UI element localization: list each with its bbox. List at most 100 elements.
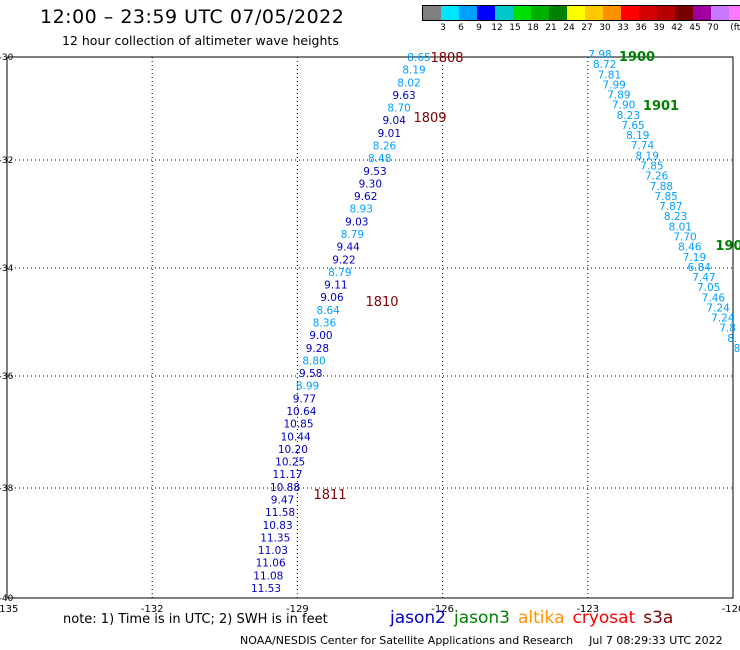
colorbar-label: 21 [545,23,557,33]
wave-height-value: 7.85 [654,191,677,203]
wave-height-value: 8.99 [296,381,319,393]
pass-time-label: 1809 [413,111,446,126]
pass-time-label: 1810 [365,295,398,310]
lon-label: -123 [576,604,599,615]
wave-height-value: 9.03 [345,216,368,228]
wave-height-value: 11.58 [265,507,295,519]
wave-height-value: 8.64 [316,305,340,317]
colorbar-label: 6 [458,23,464,33]
legend-jason2: jason2 [390,608,446,628]
lon-label: -135 [0,604,18,615]
legend-altika: altika [518,608,565,628]
wave-height-value: 10.44 [281,431,311,443]
legend-s3a: s3a [643,608,674,628]
wave-height-value: 7.90 [612,100,635,112]
wave-height-value: 10.88 [270,482,300,494]
colorbar-label: 24 [563,23,575,33]
wave-height-value: 7.26 [645,171,669,183]
wave-height-value: 9.77 [293,393,316,405]
colorbar-label: 18 [527,23,539,33]
wave-height-value: 11.06 [256,558,286,570]
wave-height-value: 7.99 [602,79,625,91]
credit-text: NOAA/NESDIS Center for Satellite Applica… [240,634,574,647]
wave-height-value: 8.65 [407,52,430,64]
wave-height-value: 9.28 [306,343,329,355]
colorbar-swatch [423,6,441,20]
colorbar-swatch [567,6,585,20]
wave-height-value: 9.04 [383,115,407,127]
wave-height-value: 8.19 [626,130,649,142]
colorbar-swatch [621,6,639,20]
wave-height-value: 9.58 [299,368,322,380]
wave-height-value: 7.47 [692,272,715,284]
wave-height-value: 7.87 [659,201,682,213]
wave-height-value: 7.74 [631,140,655,152]
lon-label: -132 [141,604,164,615]
wave-height-value: 7.05 [697,282,720,294]
wave-height-value: 9.11 [324,280,347,292]
wave-height-value: 7.65 [621,120,644,132]
colorbar-swatch [513,6,531,20]
wave-height-value: 8. [727,333,737,345]
map-frame [6,56,734,599]
colorbar-label: 36 [635,23,647,33]
wave-height-value: 9.00 [309,330,332,342]
colorbar-label: 3 [440,23,446,33]
lat-label: -30 [0,53,14,63]
wave-height-value: 8.79 [341,229,364,241]
wave-height-value: 8.19 [636,150,659,162]
wave-height-value: 9.06 [320,292,344,304]
wave-height-value: 9.63 [392,90,415,102]
colorbar-swatch [639,6,657,20]
wave-height-value: 8.72 [593,59,616,71]
colorbar-swatch [693,6,711,20]
colorbar-label: 39 [653,23,665,33]
wave-height-value: 9.62 [354,191,377,203]
wave-height-value: 7.46 [702,292,726,304]
lat-label: -32 [0,156,13,166]
pass-time-label: 1808 [430,51,463,66]
wave-height-value: 7.24 [706,302,730,314]
wave-height-value: 7.19 [683,252,706,264]
wave-height-value: 9.22 [332,254,355,266]
lon-label: -129 [286,604,309,615]
wave-height-value: 10.83 [263,520,293,532]
pass-time-label: 1811 [313,488,346,503]
wave-height-value: 8.23 [617,110,640,122]
colorbar-swatch [711,6,729,20]
colorbar-label: 15 [509,23,521,33]
wave-height-value: 8.36 [313,318,337,330]
credit-line: NOAA/NESDIS Center for Satellite Applica… [240,634,723,647]
colorbar-swatch [657,6,675,20]
wave-height-value: 7.24 [711,313,735,325]
pass-time-label: 1900 [619,50,655,65]
wave-height-value: 10.64 [286,406,316,418]
lon-label: -120 [722,604,740,615]
wave-height-value: 7.8 [719,323,736,335]
wave-height-value: 11.03 [258,545,288,557]
wave-height-value: 8.23 [664,211,687,223]
colorbar-label: 45 [689,23,701,33]
wave-height-value: 9.53 [363,166,386,178]
wave-height-value: 10.25 [275,457,305,469]
colorbar-swatch [675,6,693,20]
wave-height-value: 7.88 [650,181,673,193]
wave-height-value: 9.30 [359,178,382,190]
wave-height-value: 8.79 [328,267,351,279]
lat-label: -38 [0,484,14,494]
pass-time-label: 190 [715,239,740,254]
lat-label: -34 [0,264,14,274]
wave-height-value: 7.81 [598,69,621,81]
lon-label: -126 [431,604,454,615]
wave-height-value: 8.46 [678,242,702,254]
wave-height-value: 8.93 [350,204,373,216]
wave-height-value: 8.70 [387,103,410,115]
wave-height-value: 8.19 [402,65,425,77]
wave-height-value: 7.70 [673,231,696,243]
colorbar-label: 33 [617,23,629,33]
wave-height-value: 6.84 [688,262,712,274]
colorbar-swatch [441,6,459,20]
